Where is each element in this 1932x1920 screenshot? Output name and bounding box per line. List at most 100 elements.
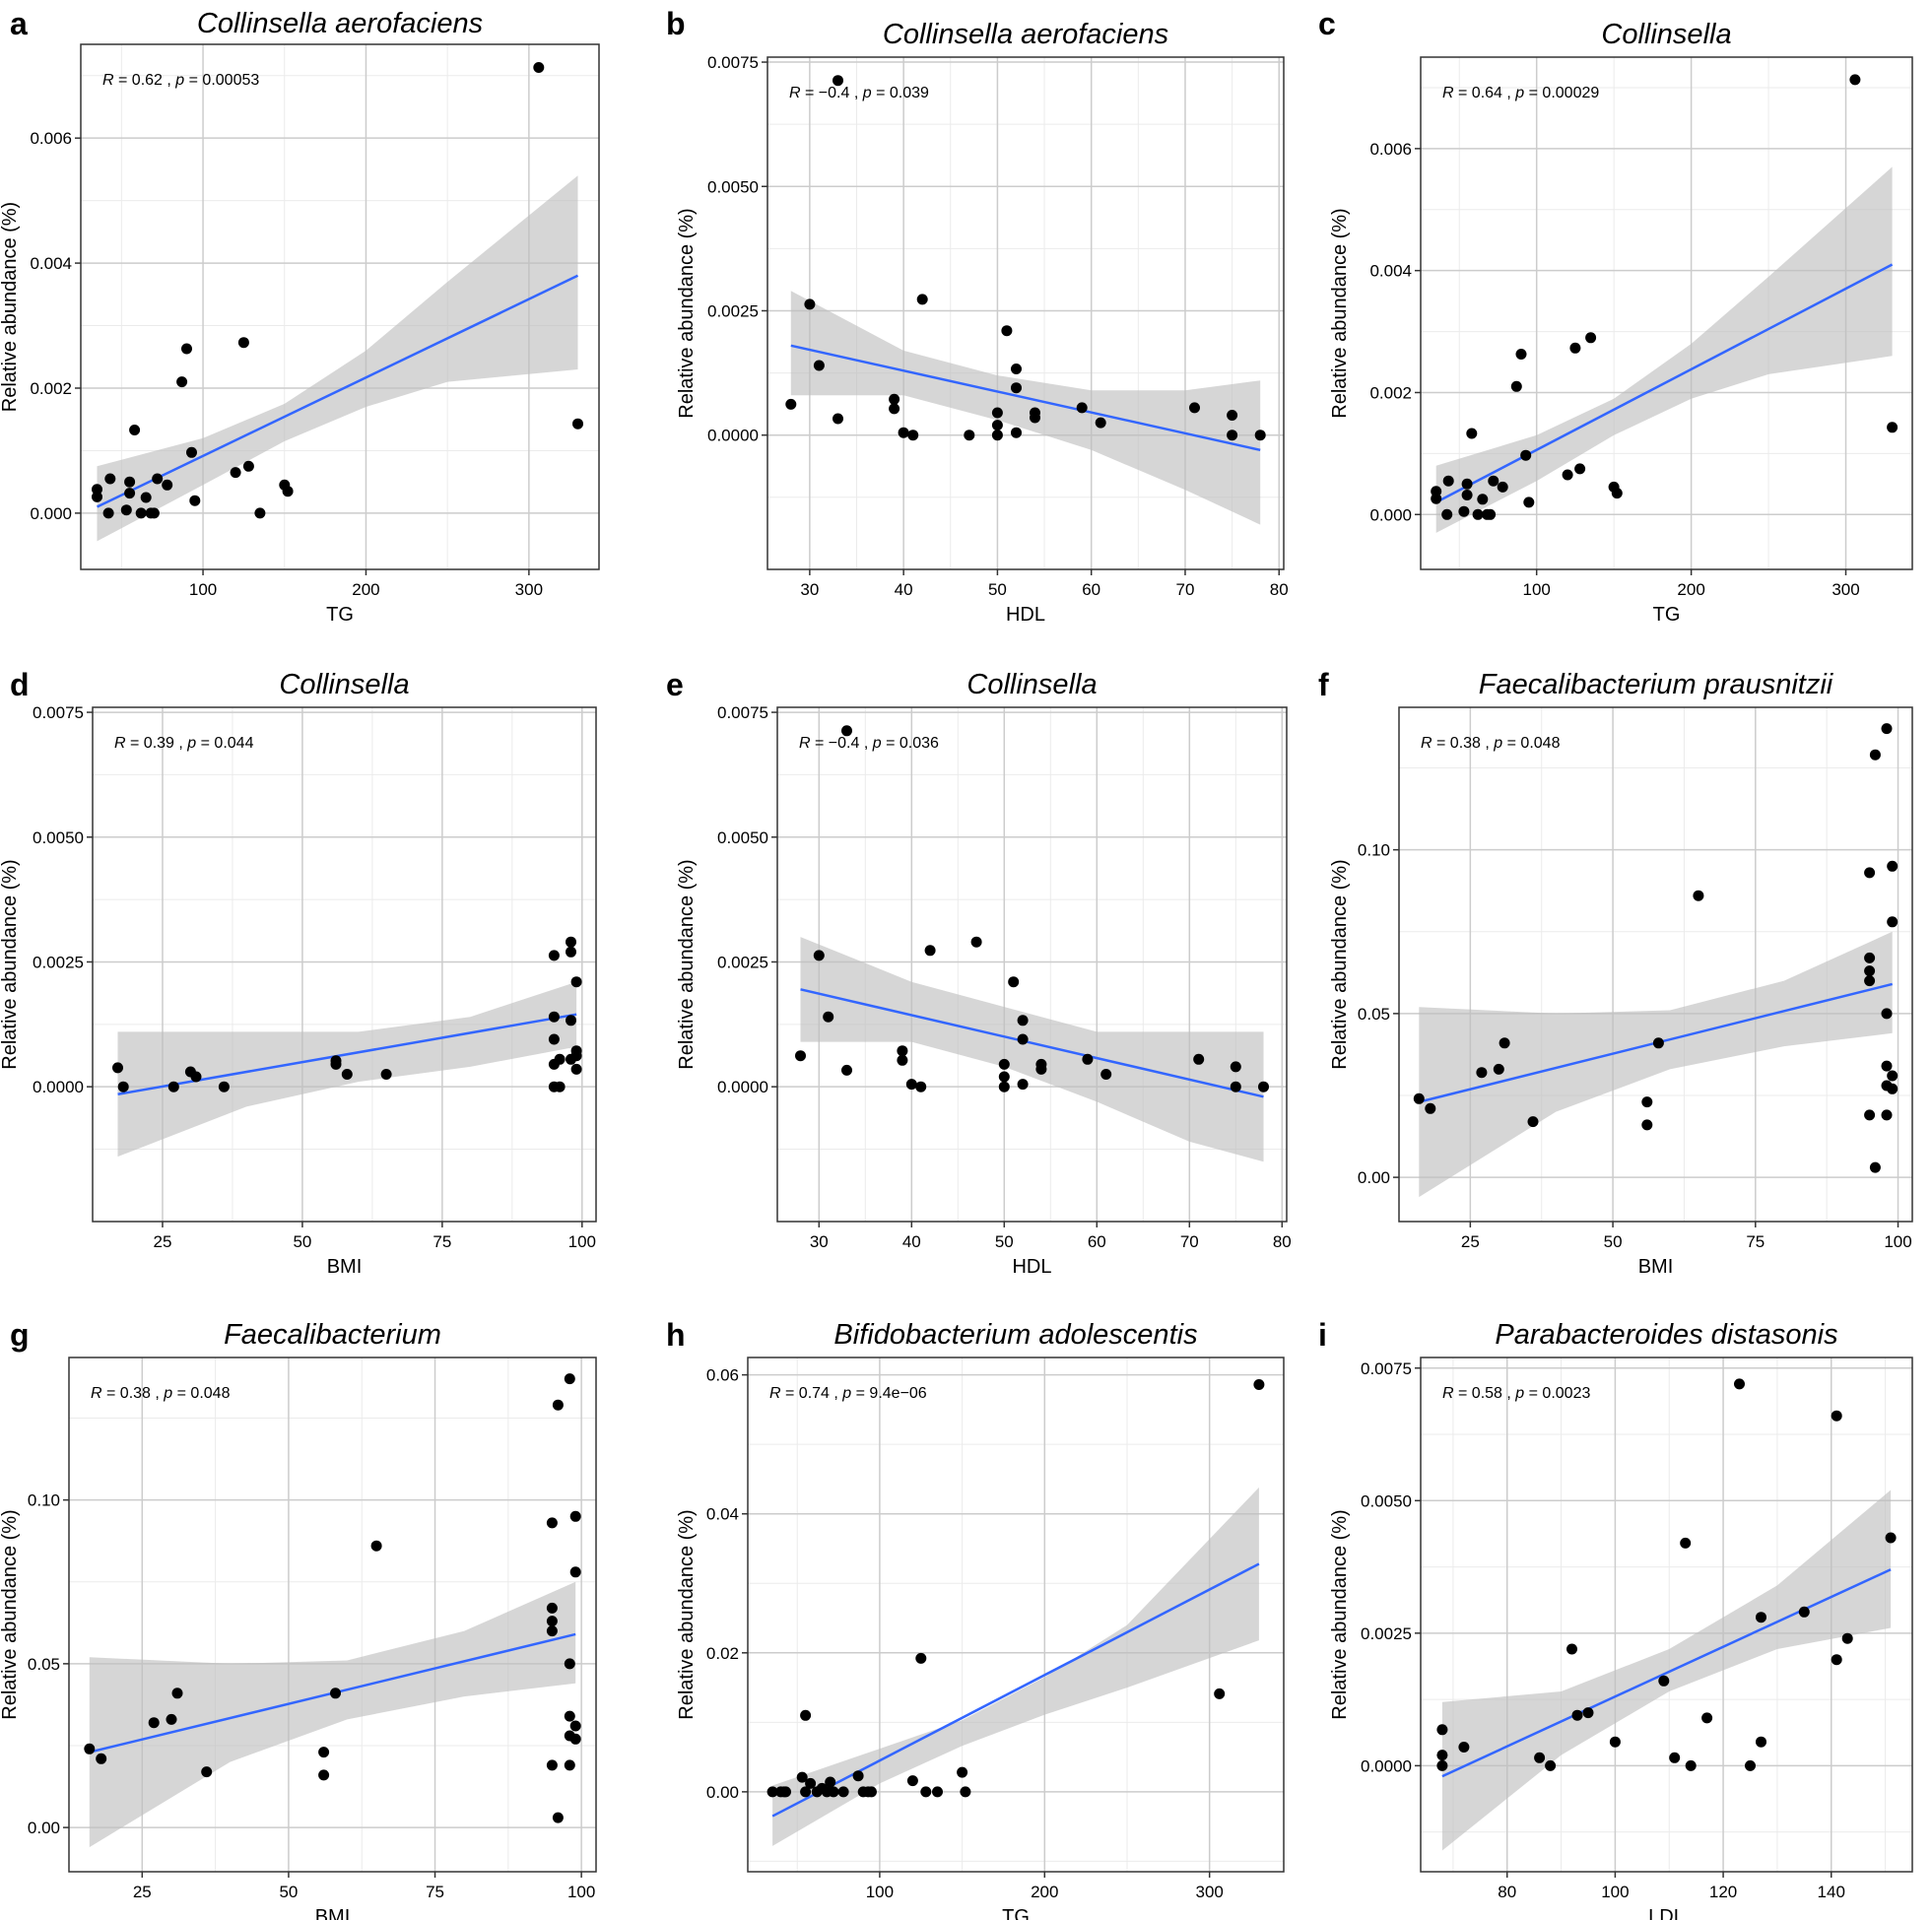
data-point xyxy=(866,1786,877,1798)
data-point xyxy=(1734,1378,1745,1390)
data-point xyxy=(1693,890,1704,901)
x-tick-label: 100 xyxy=(1523,580,1551,599)
panel-title: Collinsella xyxy=(1601,19,1731,50)
data-point xyxy=(1545,1759,1557,1771)
y-tick-label: 0.00 xyxy=(1358,1168,1390,1187)
data-point xyxy=(1493,1063,1504,1075)
stat-annotation: R = 0.38 , p = 0.048 xyxy=(1421,735,1561,752)
data-point xyxy=(330,1058,342,1070)
panel-i: 80 100 120 140 0.0000 0.0025 0.0050 0.0075 LDL Re… xyxy=(1318,1317,1913,1920)
data-point xyxy=(1011,427,1022,438)
x-tick-label: 80 xyxy=(1498,1883,1516,1901)
data-point xyxy=(813,950,825,961)
data-point xyxy=(1609,1736,1621,1748)
data-point xyxy=(813,360,825,371)
data-point xyxy=(1881,1060,1893,1072)
y-axis-label: Relative abundance (%) xyxy=(1329,859,1351,1069)
data-point xyxy=(569,1733,581,1745)
data-point xyxy=(1685,1759,1697,1771)
y-tick-label: 0.004 xyxy=(1369,262,1412,281)
data-point xyxy=(1562,469,1573,481)
regression-line xyxy=(800,988,1264,1098)
x-tick-label: 80 xyxy=(1273,1232,1292,1251)
data-point xyxy=(171,1688,183,1699)
data-point xyxy=(380,1069,392,1080)
data-point xyxy=(837,1786,849,1798)
data-point xyxy=(166,1713,177,1725)
y-tick-label: 0.000 xyxy=(30,504,72,523)
stat-annotation: R = −0.4 , p = 0.036 xyxy=(799,735,939,752)
data-point xyxy=(795,1050,806,1062)
data-point xyxy=(1193,1053,1205,1065)
data-point xyxy=(1864,867,1876,879)
panel-f: 25 50 75 100 0.00 0.05 0.10 BMI Relative abundan… xyxy=(1318,667,1913,1278)
panel-letter: f xyxy=(1318,667,1329,702)
data-point xyxy=(889,403,900,415)
data-point xyxy=(1258,1081,1269,1092)
panel-d: 25 50 75 100 0.0000 0.0025 0.0050 0.0075 BMI Rela… xyxy=(0,667,597,1278)
data-point xyxy=(1431,493,1442,504)
data-point xyxy=(176,376,188,388)
data-point xyxy=(570,976,582,988)
data-point xyxy=(546,1517,558,1529)
x-tick-label: 40 xyxy=(895,580,913,599)
x-axis-label: BMI xyxy=(1638,1256,1674,1278)
x-tick-label: 80 xyxy=(1270,580,1289,599)
data-point xyxy=(1658,1675,1670,1687)
x-tick-label: 50 xyxy=(988,580,1007,599)
data-point xyxy=(564,1710,575,1722)
y-tick-label: 0.0025 xyxy=(1361,1624,1412,1643)
data-point xyxy=(1611,488,1623,499)
data-point xyxy=(1076,402,1088,414)
data-point xyxy=(1035,1063,1047,1075)
data-point xyxy=(341,1069,353,1080)
y-tick-label: 0.0075 xyxy=(33,703,84,722)
y-axis-label: Relative abundance (%) xyxy=(1329,1509,1351,1719)
data-point xyxy=(120,504,132,516)
y-tick-label: 0.002 xyxy=(1369,383,1412,402)
data-point xyxy=(1497,481,1508,493)
y-tick-label: 0.06 xyxy=(706,1366,739,1385)
data-point xyxy=(915,1652,927,1664)
data-point xyxy=(823,1011,834,1023)
x-tick-label: 75 xyxy=(1746,1232,1765,1251)
y-tick-label: 0.04 xyxy=(706,1505,739,1524)
data-point xyxy=(1864,952,1876,963)
y-axis-label: Relative abundance (%) xyxy=(676,208,698,418)
y-tick-label: 0.02 xyxy=(706,1644,739,1663)
y-tick-label: 0.0075 xyxy=(707,53,759,72)
panel-b: 30 40 50 60 70 80 0.0000 0.0025 0.0050 0.0075 HDL R… xyxy=(666,6,1289,626)
data-point xyxy=(970,936,982,948)
data-point xyxy=(282,486,294,497)
panel-letter: g xyxy=(10,1317,30,1353)
data-point xyxy=(1534,1752,1546,1763)
data-point xyxy=(1869,1161,1881,1173)
data-point xyxy=(546,1602,558,1614)
data-point xyxy=(1008,976,1020,988)
data-point xyxy=(1001,325,1013,337)
x-tick-label: 50 xyxy=(293,1232,311,1251)
data-point xyxy=(1887,916,1899,928)
data-point xyxy=(1571,1709,1583,1721)
panel-h: 100 200 300 0.00 0.02 0.04 0.06 TG Relative abun… xyxy=(666,1317,1285,1920)
data-point xyxy=(1527,1116,1539,1128)
data-point xyxy=(1831,1410,1842,1422)
x-tick-label: 100 xyxy=(568,1232,596,1251)
data-point xyxy=(1477,494,1489,505)
data-point xyxy=(129,425,141,435)
data-point xyxy=(1441,508,1453,520)
y-axis-label: Relative abundance (%) xyxy=(676,859,698,1069)
data-point xyxy=(1864,965,1876,977)
panel-title: Faecalibacterium xyxy=(224,1319,441,1351)
data-point xyxy=(554,1053,566,1065)
data-point xyxy=(181,343,192,355)
data-point xyxy=(570,1050,582,1062)
x-tick-label: 50 xyxy=(279,1883,298,1901)
data-point xyxy=(841,1064,852,1076)
data-point xyxy=(1436,1724,1448,1736)
data-point xyxy=(1189,402,1200,414)
data-point xyxy=(1011,364,1022,374)
data-point xyxy=(564,1373,575,1385)
data-point xyxy=(564,1759,575,1771)
